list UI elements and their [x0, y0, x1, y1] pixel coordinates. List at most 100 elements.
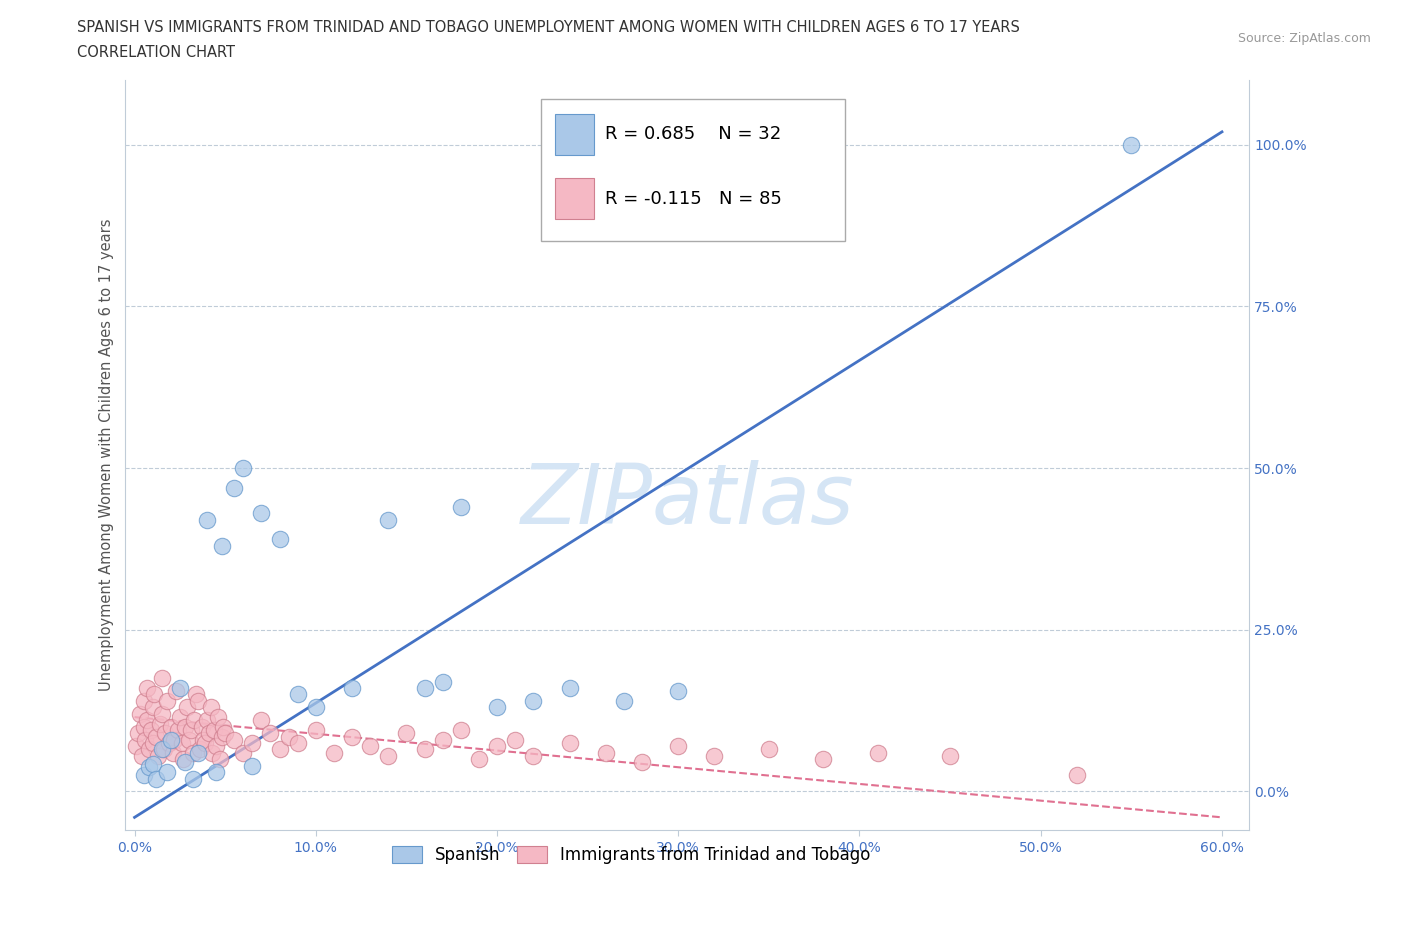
Point [136, 681, 159, 696]
Y-axis label: Unemployment Among Women with Children Ages 6 to 17 years: Unemployment Among Women with Children A… [100, 219, 114, 691]
Point [188, 742, 211, 757]
Point [866, 745, 889, 760]
Point [1121, 138, 1143, 153]
Point [132, 720, 155, 735]
Point [186, 687, 208, 702]
Point [200, 700, 222, 715]
Point [174, 755, 197, 770]
Point [155, 725, 177, 740]
Point [139, 723, 162, 737]
FancyBboxPatch shape [541, 99, 845, 242]
Point [558, 681, 581, 696]
Legend: Spanish, Immigrants from Trinidad and Tobago: Spanish, Immigrants from Trinidad and To… [385, 839, 877, 870]
Point [413, 681, 436, 696]
Point [485, 738, 508, 753]
Text: SPANISH VS IMMIGRANTS FROM TRINIDAD AND TOBAGO UNEMPLOYMENT AMONG WOMEN WITH CHI: SPANISH VS IMMIGRANTS FROM TRINIDAD AND … [77, 20, 1021, 35]
Point [159, 720, 181, 735]
Point [132, 694, 155, 709]
Point [131, 749, 153, 764]
Point [666, 684, 689, 698]
Point [198, 725, 221, 740]
FancyBboxPatch shape [555, 178, 595, 219]
Point [132, 768, 155, 783]
Point [174, 720, 197, 735]
Point [703, 749, 725, 764]
Point [485, 700, 508, 715]
Point [939, 749, 962, 764]
Point [1066, 768, 1088, 783]
Point [190, 720, 212, 735]
Point [340, 729, 363, 744]
Point [169, 681, 191, 696]
Point [125, 738, 148, 753]
Point [432, 674, 454, 689]
Point [162, 745, 184, 760]
Point [211, 729, 233, 744]
Point [194, 736, 217, 751]
Point [163, 732, 186, 747]
Point [259, 725, 281, 740]
Text: Source: ZipAtlas.com: Source: ZipAtlas.com [1237, 32, 1371, 45]
Point [305, 723, 328, 737]
Point [250, 506, 273, 521]
Point [127, 725, 149, 740]
Point [359, 738, 381, 753]
Point [595, 745, 617, 760]
Point [195, 512, 218, 527]
Point [176, 700, 198, 715]
Text: R = -0.115   N = 85: R = -0.115 N = 85 [606, 190, 782, 207]
Point [224, 732, 246, 747]
Point [150, 707, 173, 722]
Point [142, 700, 165, 715]
Point [129, 707, 152, 722]
Point [522, 694, 544, 709]
Point [180, 723, 202, 737]
Point [277, 729, 299, 744]
Point [287, 736, 309, 751]
Point [152, 742, 174, 757]
Point [177, 732, 200, 747]
Point [150, 742, 173, 757]
Point [232, 745, 254, 760]
Point [172, 751, 194, 766]
Point [468, 751, 491, 766]
Point [183, 713, 205, 728]
Point [758, 742, 780, 757]
Point [156, 694, 179, 709]
Point [450, 723, 472, 737]
Point [205, 738, 228, 753]
Point [211, 538, 233, 553]
Point [145, 771, 167, 786]
Point [240, 758, 263, 773]
Point [666, 738, 689, 753]
Point [224, 480, 246, 495]
Point [214, 725, 236, 740]
FancyBboxPatch shape [555, 113, 595, 155]
Point [202, 723, 225, 737]
Text: CORRELATION CHART: CORRELATION CHART [77, 45, 235, 60]
Point [613, 694, 636, 709]
Point [187, 694, 209, 709]
Point [142, 757, 165, 772]
Point [205, 764, 228, 779]
Point [813, 751, 835, 766]
Point [340, 681, 363, 696]
Point [156, 764, 179, 779]
Point [450, 499, 472, 514]
Point [142, 736, 165, 751]
Point [395, 725, 418, 740]
Point [170, 736, 193, 751]
Point [193, 732, 215, 747]
Point [157, 736, 180, 751]
Point [269, 742, 291, 757]
Point [322, 745, 344, 760]
Point [377, 512, 399, 527]
Point [201, 745, 224, 760]
Point [145, 729, 167, 744]
Point [165, 684, 187, 698]
Point [150, 671, 173, 685]
Point [181, 771, 204, 786]
Point [169, 710, 191, 724]
Point [413, 742, 436, 757]
Point [558, 736, 581, 751]
